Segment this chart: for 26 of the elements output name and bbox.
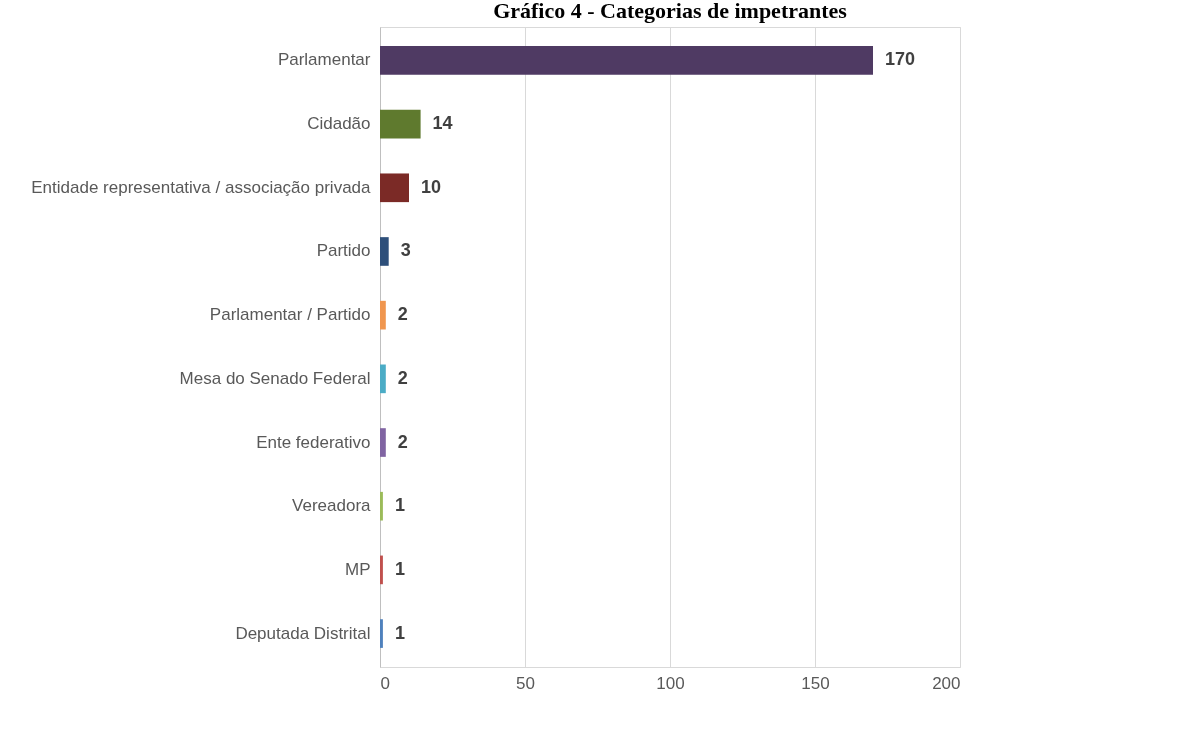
data-label: 1 (394, 495, 405, 516)
y-tick-label: MP (345, 559, 371, 579)
data-label: 3 (400, 240, 411, 261)
x-tick-label: 200 (932, 673, 961, 693)
data-label: 2 (397, 304, 408, 325)
y-tick-label: Parlamentar / Partido (209, 305, 371, 325)
y-tick-label: Ente federativo (256, 432, 371, 452)
x-tick-label: 50 (516, 673, 535, 693)
y-tick-label: Cidadão (307, 114, 371, 134)
data-label: 10 (421, 176, 442, 197)
y-tick-label: Deputada Distrital (235, 623, 371, 643)
data-label: 2 (397, 431, 408, 452)
x-tick-label: 100 (656, 673, 685, 693)
y-tick-label: Entidade representativa / associação privada (31, 177, 372, 197)
data-label: 2 (397, 367, 408, 388)
y-tick-label: Partido (316, 241, 371, 261)
data-label: 1 (394, 622, 405, 643)
y-tick-label: Vereadora (292, 496, 372, 516)
x-tick-label: 0 (380, 673, 390, 693)
data-label: 14 (432, 113, 453, 134)
y-tick-label: Parlamentar (277, 50, 371, 70)
y-tick-label: Mesa do Senado Federal (179, 368, 371, 388)
data-label: 1 (394, 558, 405, 579)
chart-title: Gráfico 4 - Categorias de impetrantes (493, 0, 848, 23)
data-label: 170 (885, 49, 916, 70)
x-tick-label: 150 (801, 673, 830, 693)
